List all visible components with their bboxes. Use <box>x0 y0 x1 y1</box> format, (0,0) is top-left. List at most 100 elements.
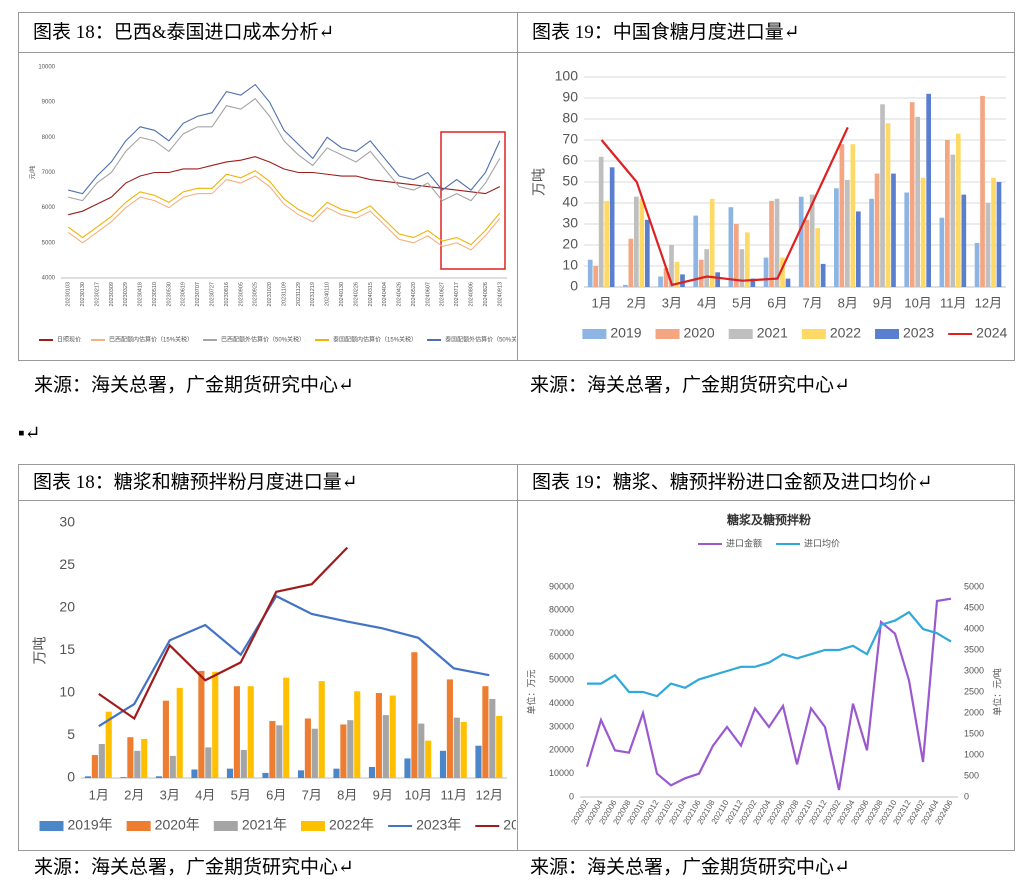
chart-title: 糖浆及糖预拌粉 <box>727 512 811 527</box>
x-tick-label: 20230925 <box>253 282 259 306</box>
x-tick-label: 20231020 <box>267 282 273 306</box>
y2-tick-label: 5000 <box>964 581 984 591</box>
legend: 2019 2020 2021 2022 2023 2024 <box>582 325 1008 341</box>
x-tick-label: 20230418 <box>138 282 144 306</box>
bar <box>880 104 885 287</box>
bar <box>226 768 234 778</box>
x-tick-label: 20230309 <box>109 282 115 306</box>
x-tick-label: 2月 <box>124 787 144 802</box>
bar <box>475 745 482 778</box>
y2-tick-label: 3500 <box>964 644 984 654</box>
bar <box>212 671 219 778</box>
y-tick-label: 30 <box>562 215 578 231</box>
x-tick-label: 20240226 <box>353 282 359 306</box>
legend-label: 2020年 <box>155 817 200 833</box>
bar <box>680 274 685 287</box>
bar <box>663 268 669 287</box>
y-axis-label: 元/吨 <box>29 166 37 180</box>
y2-tick-label: 1000 <box>964 749 984 759</box>
bar <box>453 717 460 778</box>
legend-label: 2021 <box>757 325 788 341</box>
line-series <box>585 597 952 791</box>
y-tick-label: 5 <box>67 726 75 742</box>
y-axis-label: 万吨 <box>531 168 547 196</box>
bar <box>869 198 874 287</box>
legend-label: 2023年 <box>416 817 461 833</box>
legend-swatch <box>801 329 826 339</box>
y-tick-label: 30 <box>59 514 75 530</box>
y-tick-label: 100 <box>555 68 579 84</box>
x-tick-label: 20240130 <box>339 282 345 306</box>
bar <box>845 179 850 287</box>
x-tick-label: 5月 <box>231 787 251 802</box>
legend-swatch <box>213 821 238 831</box>
x-tick-label: 20231109 <box>281 282 287 306</box>
bar <box>639 198 645 287</box>
bar <box>904 192 910 287</box>
bar <box>855 211 861 287</box>
legend-swatch <box>728 329 753 339</box>
bar <box>609 167 615 287</box>
bar <box>411 652 418 778</box>
y-tick-label: 15 <box>59 641 75 657</box>
y-tick-label: 7000 <box>42 170 56 176</box>
y-tick-label: 70000 <box>549 628 574 638</box>
y-tick-label: 20 <box>562 236 578 252</box>
x-tick-label: 20240315 <box>368 282 374 306</box>
y2-tick-label: 1500 <box>964 728 984 738</box>
legend: 2019年 2020年 2021年 2022年 2023年 2024年 <box>39 817 516 833</box>
x-tick-label: 20230510 <box>152 282 158 306</box>
bar <box>98 744 105 778</box>
x-tick-label: 3月 <box>662 295 682 310</box>
x-tick-label: 20240110 <box>325 282 331 306</box>
y-tick-label: 30000 <box>549 721 574 731</box>
legend-swatch <box>300 821 325 831</box>
bar <box>141 738 148 778</box>
bar <box>375 693 382 778</box>
x-tick-label: 20240826 <box>483 282 489 306</box>
bar <box>961 194 967 287</box>
bar <box>674 261 680 287</box>
legend-label: 日照现价 <box>57 337 81 344</box>
legend-label: 进口金额 <box>726 537 762 548</box>
bar <box>774 198 780 287</box>
legend-label: 巴西配额内估算价（15%关税） <box>109 336 193 344</box>
x-tick-label: 20240717 <box>454 282 460 306</box>
source: 来源：海关总署，广金期货研究中心↵ <box>34 375 354 396</box>
bar <box>489 698 496 778</box>
legend-swatch <box>126 821 151 831</box>
legend-label: 2020 <box>684 325 715 341</box>
bar <box>785 278 791 287</box>
y-axis-label: 万吨 <box>32 637 48 665</box>
x-tick-label: 20230816 <box>224 282 230 306</box>
bar <box>920 177 926 287</box>
y-tick-label: 70 <box>562 131 578 147</box>
x-tick-label: 20230329 <box>123 282 129 306</box>
bar <box>909 102 915 287</box>
chart: 0 10 20 30 40 50 60 70 80 90 100 万吨 1月 2月 3月 4月 5月 6月 7月 8月… <box>531 68 1008 341</box>
x-tick-label: 10月 <box>405 787 432 802</box>
y-tick-label: 4000 <box>42 276 56 282</box>
x-tick-label: 20230619 <box>181 282 187 306</box>
bar <box>739 249 745 287</box>
line-series <box>67 175 501 251</box>
y-tick-label: 60000 <box>549 651 574 661</box>
x-tick-label: 20240627 <box>440 282 446 306</box>
caption: 图表 18：糖浆和糖预拌粉月度进口量↵ <box>18 464 518 501</box>
source: 来源：海关总署，广金期货研究中心↵ <box>34 857 354 878</box>
y-tick-label: 90 <box>562 89 578 105</box>
bar <box>950 154 956 287</box>
y2-tick-label: 4000 <box>964 623 984 633</box>
bar <box>985 203 991 287</box>
x-tick-label: 20240520 <box>411 282 417 306</box>
x-tick-label: 9月 <box>373 787 393 802</box>
x-tick-label: 20240806 <box>468 282 474 306</box>
bar <box>425 740 432 778</box>
bar <box>604 200 610 287</box>
bar <box>734 224 739 287</box>
bar <box>644 219 650 287</box>
bar <box>496 715 503 778</box>
bar <box>598 156 604 287</box>
bar <box>84 776 92 778</box>
line-series <box>98 594 490 728</box>
